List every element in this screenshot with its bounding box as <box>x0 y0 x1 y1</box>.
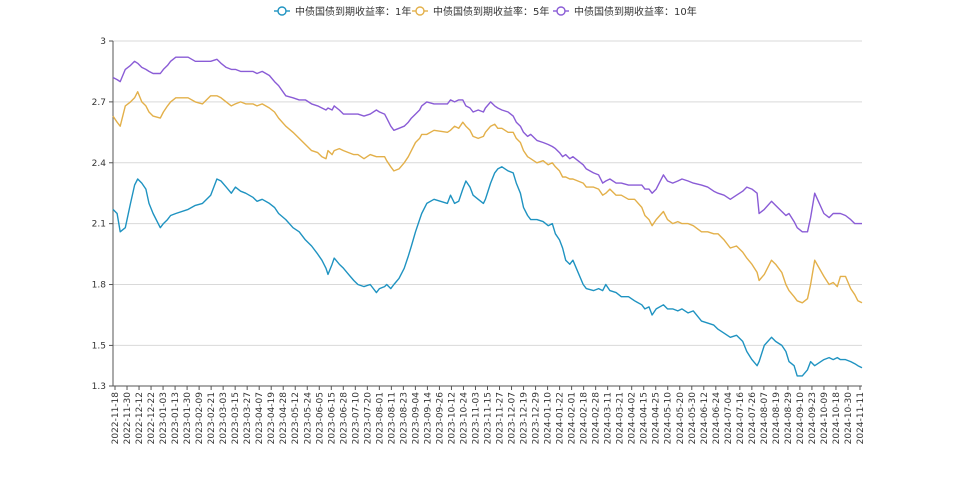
x-tick-label: 2024-11-11 <box>856 392 866 444</box>
x-tick-label: 2023-10-24 <box>459 392 469 445</box>
x-tick-label: 2023-04-19 <box>267 392 277 445</box>
y-tick-label: 3 <box>100 37 106 47</box>
x-tick-label: 2024-10-09 <box>820 392 830 445</box>
x-tick-label: 2022-11-18 <box>111 392 121 445</box>
x-tick-label: 2024-05-20 <box>676 392 686 445</box>
y-tick-label: 2.7 <box>92 98 106 108</box>
x-tick-label: 2024-02-18 <box>580 392 590 445</box>
x-tick-label: 2024-10-18 <box>832 392 842 445</box>
legend-marker-icon <box>415 6 425 16</box>
x-tick-label: 2024-07-04 <box>724 392 734 445</box>
x-tick-label: 2024-07-16 <box>736 392 746 445</box>
x-tick-label: 2024-03-21 <box>616 392 626 444</box>
x-tick-label: 2023-02-21 <box>207 392 217 444</box>
x-tick-label: 2022-12-12 <box>135 392 145 444</box>
x-tick-label: 2023-08-01 <box>375 392 385 444</box>
legend-item-1[interactable]: 中债国债到期收益率：1年 <box>274 5 411 18</box>
x-tick-label: 2023-03-15 <box>231 392 241 444</box>
x-tick-label: 2024-02-01 <box>568 392 578 444</box>
legend-item-2[interactable]: 中债国债到期收益率：5年 <box>412 5 549 18</box>
x-tick-label: 2024-08-07 <box>760 392 770 444</box>
y-tick-label: 1.3 <box>92 382 106 392</box>
x-tick-label: 2024-08-19 <box>772 392 782 445</box>
series-lines <box>112 56 863 377</box>
series-line-1 <box>112 166 863 377</box>
x-tick-label: 2023-07-10 <box>351 392 361 445</box>
series-line-2 <box>112 90 863 304</box>
x-tick-label: 2024-04-25 <box>652 392 662 444</box>
x-tick-label: 2024-05-10 <box>664 392 674 445</box>
x-tick-label: 2024-06-12 <box>700 392 710 444</box>
x-tick-label: 2023-04-07 <box>255 392 265 444</box>
x-tick-label: 2023-10-12 <box>447 392 457 444</box>
x-tick-label: 2023-06-05 <box>315 392 325 444</box>
x-tick-label: 2023-05-24 <box>303 392 313 445</box>
x-tick-label: 2023-01-03 <box>159 392 169 444</box>
y-tick-label: 2.4 <box>92 159 107 169</box>
grid-lines <box>113 40 862 387</box>
x-tick-label: 2023-12-07 <box>508 392 518 444</box>
x-tick-label: 2023-11-27 <box>496 392 506 444</box>
x-tick-label: 2024-03-11 <box>604 392 614 444</box>
x-tick-label: 2023-09-04 <box>411 392 421 445</box>
x-tick-label: 2023-09-26 <box>435 392 445 445</box>
x-tick-label: 2023-08-11 <box>387 392 397 444</box>
x-tick-label: 2023-03-27 <box>243 392 253 444</box>
y-tick-label: 1.5 <box>92 341 106 351</box>
x-tick-label: 2023-11-15 <box>484 392 494 444</box>
x-tick-label: 2023-01-13 <box>171 392 181 444</box>
legend-marker-icon <box>277 6 287 16</box>
x-tick-label: 2023-12-19 <box>520 392 530 445</box>
x-tick-label: 2023-02-09 <box>195 392 205 445</box>
x-tick-label: 2024-10-30 <box>844 392 854 445</box>
x-tick-label: 2023-04-28 <box>279 392 289 445</box>
x-tick-label: 2022-12-22 <box>147 392 157 444</box>
x-tick-label: 2024-08-29 <box>784 392 794 445</box>
x-tick-label: 2022-11-30 <box>123 392 133 445</box>
x-tick-label: 2023-01-30 <box>183 392 193 445</box>
legend-marker-icon <box>556 6 566 16</box>
x-tick-label: 2024-01-22 <box>556 392 566 444</box>
x-tick-label: 2023-08-23 <box>399 392 409 444</box>
x-tick-label: 2024-04-15 <box>640 392 650 444</box>
x-tick-label: 2023-12-29 <box>532 392 542 445</box>
x-tick-label: 2023-09-14 <box>423 392 433 445</box>
x-tick-label: 2024-02-28 <box>592 392 602 445</box>
x-tick-label: 2024-07-26 <box>748 392 758 445</box>
legend-label: 中债国债到期收益率：5年 <box>433 5 549 18</box>
x-tick-label: 2023-06-28 <box>339 392 349 445</box>
legend[interactable]: 中债国债到期收益率：1年 中债国债到期收益率：5年 中债国债到期收益率：10年 <box>274 5 697 18</box>
series-line-3 <box>112 56 862 233</box>
legend-label: 中债国债到期收益率：10年 <box>574 5 697 18</box>
x-tick-label: 2024-04-02 <box>628 392 638 444</box>
x-tick-label: 2024-09-23 <box>808 392 818 444</box>
x-tick-label: 2023-05-12 <box>291 392 301 444</box>
x-tick-label: 2023-03-03 <box>219 392 229 444</box>
x-tick-label: 2023-11-03 <box>471 392 481 444</box>
x-tick-label: 2023-06-15 <box>327 392 337 444</box>
x-tick-label: 2024-05-30 <box>688 392 698 445</box>
legend-item-3[interactable]: 中债国债到期收益率：10年 <box>553 5 697 18</box>
legend-label: 中债国债到期收益率：1年 <box>295 5 411 18</box>
y-tick-label: 2.1 <box>92 220 106 230</box>
y-tick-label: 1.8 <box>92 281 107 291</box>
x-tick-label: 2024-06-24 <box>712 392 722 445</box>
x-tick-label: 2024-09-10 <box>796 392 806 445</box>
x-tick-label: 2024-01-10 <box>544 392 554 445</box>
x-tick-label: 2023-07-20 <box>363 392 373 445</box>
